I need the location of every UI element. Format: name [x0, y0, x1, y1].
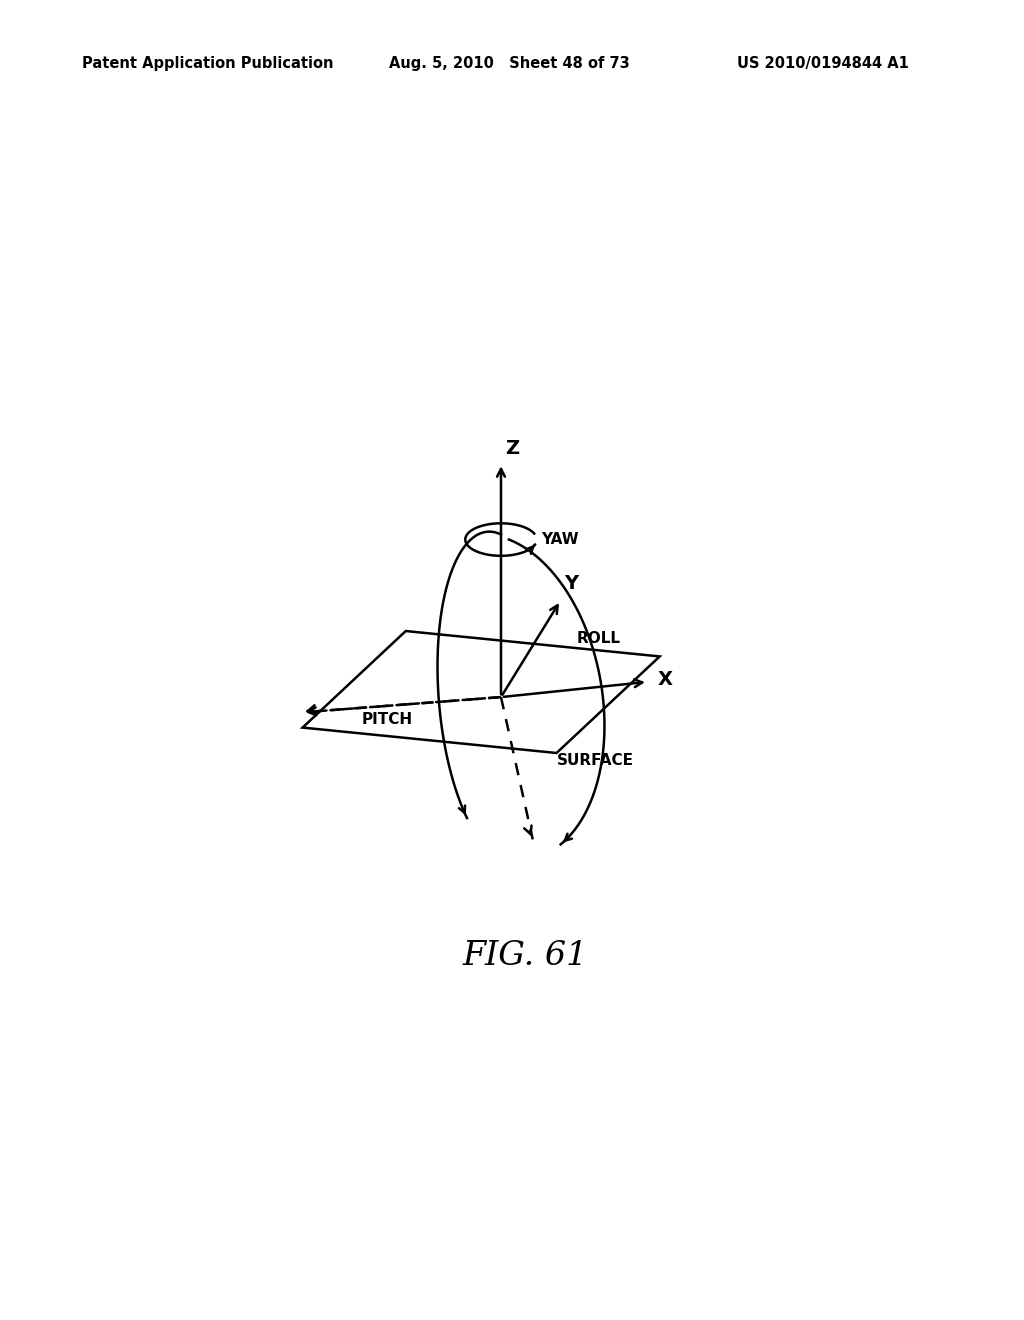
Text: Z: Z [505, 440, 519, 458]
Text: X: X [658, 671, 673, 689]
Text: US 2010/0194844 A1: US 2010/0194844 A1 [737, 55, 909, 71]
Polygon shape [303, 631, 659, 752]
Text: YAW: YAW [541, 532, 579, 546]
Text: PITCH: PITCH [362, 713, 414, 727]
Text: Y: Y [564, 574, 579, 594]
Text: FIG. 61: FIG. 61 [462, 940, 588, 973]
Text: Aug. 5, 2010   Sheet 48 of 73: Aug. 5, 2010 Sheet 48 of 73 [389, 55, 630, 71]
Text: SURFACE: SURFACE [557, 752, 634, 768]
Text: ROLL: ROLL [577, 631, 621, 645]
Text: Patent Application Publication: Patent Application Publication [82, 55, 334, 71]
